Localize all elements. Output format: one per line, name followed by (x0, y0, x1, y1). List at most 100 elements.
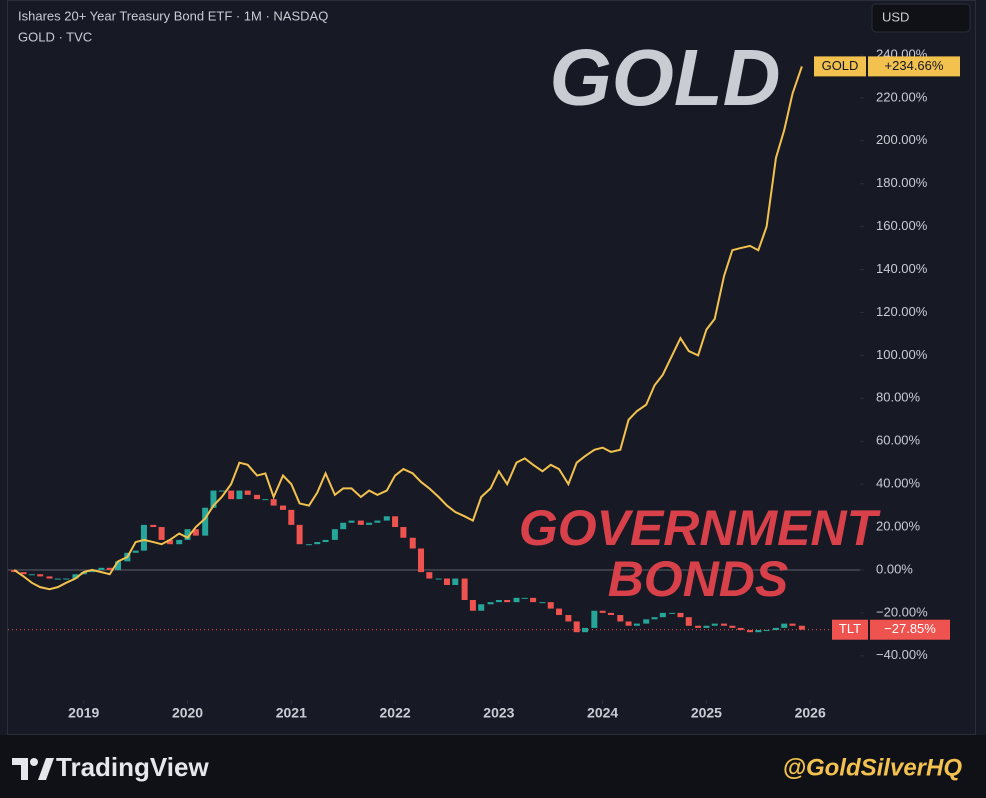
candle-body (651, 617, 658, 620)
candle-body (46, 576, 53, 579)
y-tick-label: 220.00% (876, 89, 928, 104)
candle-body (495, 600, 502, 603)
candle-body (659, 612, 666, 618)
candle-body (210, 490, 217, 508)
candle-body (426, 572, 433, 579)
candle-body (556, 608, 563, 616)
candle-body (184, 529, 191, 540)
candle-body (192, 529, 199, 536)
brand: TradingView (56, 752, 209, 782)
y-tick-label: 80.00% (876, 390, 921, 405)
candle-body (695, 625, 702, 628)
price-tag: GOLD +234.66% (814, 56, 960, 77)
chart-background (0, 0, 986, 735)
gold-line (13, 66, 803, 591)
x-tick-label: 2022 (380, 705, 411, 721)
candle-body (89, 569, 96, 573)
y-tick-label: 0.00% (876, 561, 913, 576)
candle-body (409, 537, 416, 549)
candle-body (158, 527, 165, 540)
candle-body (530, 597, 537, 603)
gold-annotation: GOLD (549, 33, 780, 122)
candle-body (54, 578, 61, 580)
candle-body (763, 630, 770, 632)
y-tick-label: 40.00% (876, 476, 921, 491)
price-tag-name-box (832, 619, 868, 640)
price-tag-value: +234.66% (885, 58, 944, 73)
candle-body (599, 610, 606, 613)
y-tick-label: 100.00% (876, 347, 928, 362)
candle-body (236, 490, 243, 500)
price-tag-name: TLT (839, 621, 861, 636)
candle-body (305, 544, 312, 546)
bonds-annotation: GOVERNMENT (519, 500, 882, 556)
candle-body (581, 627, 588, 633)
candle-body (452, 578, 459, 585)
candle-body (547, 602, 554, 609)
candle-body (755, 630, 762, 633)
candle-body (711, 623, 718, 626)
candle-body (20, 572, 27, 575)
candle-body (262, 499, 269, 501)
candle-body (443, 578, 450, 585)
candle-body (435, 578, 442, 580)
candle-body (140, 524, 147, 551)
candle-body (685, 617, 692, 626)
candle-body (461, 578, 468, 600)
candle-body (798, 625, 805, 630)
currency-box[interactable] (871, 3, 971, 33)
price-tag-value: −27.85% (884, 621, 936, 636)
candle-body (565, 615, 572, 622)
candle-body (314, 542, 321, 545)
candle-body (254, 494, 261, 500)
candle-body (202, 507, 209, 536)
candle-body (625, 621, 632, 626)
candle-body (176, 539, 183, 545)
candle-body (591, 610, 598, 628)
candle-body (703, 625, 710, 628)
candle-body (781, 623, 788, 628)
candle-body (115, 561, 122, 570)
y-tick-label: −20.00% (876, 604, 928, 619)
candle-body (288, 509, 295, 525)
candle-body (469, 600, 476, 611)
chart-title: Ishares 20+ Year Treasury Bond ETF · 1M … (18, 8, 328, 23)
x-tick-label: 2025 (691, 705, 722, 721)
price-tag-name-box (814, 56, 866, 77)
chart-subtitle: GOLD · TVC (18, 29, 92, 44)
price-tag: TLT −27.85% (832, 619, 950, 640)
candle-body (573, 621, 580, 633)
x-tick-label: 2021 (276, 705, 307, 721)
y-tick-label: 160.00% (876, 218, 928, 233)
plot-area: −40.00% −20.00% 0.00% 20.00% 40.00% 60.00% 80.… (8, 46, 928, 721)
price-tag-name: GOLD (822, 58, 859, 73)
x-tick-label: 2024 (587, 705, 618, 721)
candle-body (772, 627, 779, 631)
candle-body (270, 499, 277, 506)
currency[interactable]: USD (882, 9, 909, 24)
candle-body (106, 567, 113, 570)
candle-body (677, 612, 684, 618)
y-tick-label: 20.00% (876, 518, 921, 533)
candle-body (504, 600, 511, 603)
candle-body (392, 516, 399, 528)
candle-body (374, 520, 381, 523)
candle-body (633, 623, 640, 626)
price-tag-value-box (870, 619, 950, 640)
candle-body (539, 602, 546, 604)
y-tick-label: −40.00% (876, 647, 928, 662)
candle-body (244, 490, 251, 495)
candle-body (737, 627, 744, 631)
candle-body (218, 490, 225, 492)
handle: @GoldSilverHQ (783, 754, 963, 781)
y-tick-label: 140.00% (876, 261, 928, 276)
candle-body (729, 625, 736, 628)
candle-body (521, 597, 528, 599)
y-tick-label: 60.00% (876, 433, 921, 448)
candle-body (400, 527, 407, 538)
chart-border (7, 0, 976, 735)
candle-body (166, 539, 173, 545)
y-tick-label: 180.00% (876, 175, 928, 190)
candle-body (643, 619, 650, 624)
